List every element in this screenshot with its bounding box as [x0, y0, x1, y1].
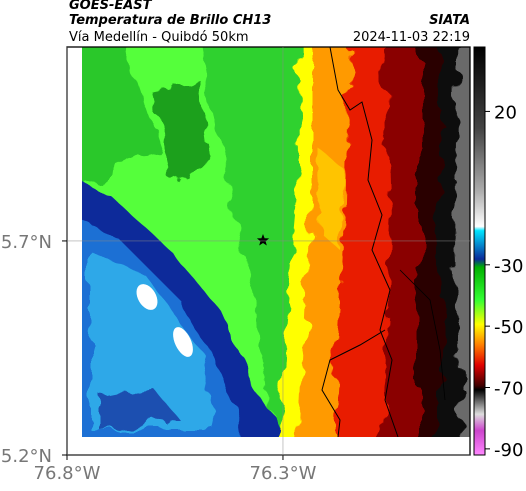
subtitle: Vía Medellín - Quibdó 50km — [69, 30, 249, 45]
colorbar-tick-label: -90 — [494, 440, 523, 461]
colorbar — [473, 46, 486, 456]
colorbar-tick-label: -30 — [494, 256, 523, 277]
product-title: Temperatura de Brillo CH13 — [69, 13, 271, 28]
y-tick-label: 5.2°N — [1, 446, 52, 467]
colorbar-tick-label: -70 — [494, 379, 523, 400]
source-label: GOES-EAST — [69, 0, 153, 13]
y-tick-label: 5.7°N — [1, 232, 52, 253]
x-tick-label: 76.8°W — [34, 463, 101, 484]
colorbar-tick-label: 20 — [494, 102, 517, 123]
location-marker — [256, 234, 270, 246]
brand-label: SIATA — [429, 13, 470, 28]
colorbar-tick-label: -50 — [494, 317, 523, 338]
x-tick-label: 76.3°W — [250, 463, 317, 484]
timestamp: 2024-11-03 22:19 — [353, 30, 470, 45]
brightness-image — [82, 47, 470, 437]
